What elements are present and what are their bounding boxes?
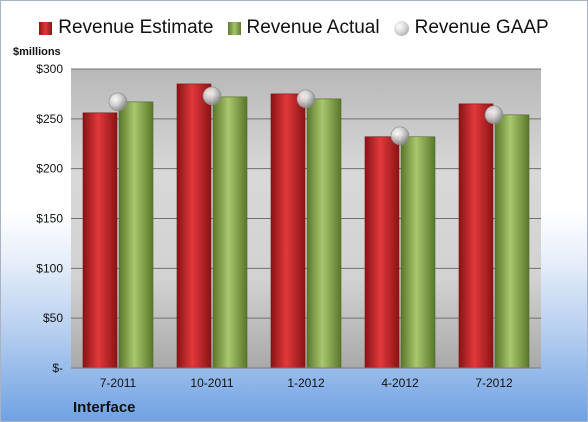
bar-revenue-estimate <box>176 83 212 369</box>
marker-revenue-gaap <box>108 92 128 112</box>
marker-revenue-gaap <box>296 89 316 109</box>
legend: Revenue Estimate Revenue Actual Revenue … <box>1 17 587 39</box>
y-axis-unit-label: $millions <box>13 46 61 58</box>
marker-revenue-gaap <box>202 86 222 106</box>
bar-revenue-estimate <box>270 93 306 369</box>
y-tick-label: $250 <box>36 112 63 126</box>
x-tick-label: 4-2012 <box>381 376 419 390</box>
bar-revenue-estimate <box>364 136 400 369</box>
legend-swatch-actual <box>227 21 241 35</box>
bar-revenue-estimate <box>82 112 118 369</box>
bar-revenue-actual <box>118 101 154 369</box>
legend-swatch-gaap <box>393 20 409 36</box>
x-tick-label: 7-2011 <box>100 376 137 390</box>
legend-swatch-estimate <box>39 21 53 35</box>
y-tick-label: $200 <box>36 162 63 176</box>
legend-item-actual: Revenue Actual <box>227 17 380 39</box>
x-tick-label: 10-2011 <box>190 376 233 390</box>
marker-revenue-gaap <box>390 126 410 146</box>
x-tick-label: 1-2012 <box>287 376 325 390</box>
y-tick-label: $100 <box>36 261 63 275</box>
marker-revenue-gaap <box>484 105 504 125</box>
y-tick-label: $150 <box>36 212 63 226</box>
y-tick-label: $300 <box>36 62 63 76</box>
y-tick-label: $50 <box>43 311 63 325</box>
bar-revenue-actual <box>212 96 248 369</box>
bar-revenue-actual <box>494 114 530 369</box>
x-tick-label: 7-2012 <box>475 376 513 390</box>
company-label: Interface <box>73 399 136 416</box>
axes: $- $50 $100 $150 $200 $250 $300 7-2011 10-2011 1-… <box>36 62 541 390</box>
legend-label-actual: Revenue Actual <box>246 17 380 38</box>
legend-item-estimate: Revenue Estimate <box>39 17 214 39</box>
bars <box>82 83 530 369</box>
legend-label-gaap: Revenue GAAP <box>414 17 549 38</box>
bar-revenue-actual <box>400 136 436 369</box>
legend-item-gaap: Revenue GAAP <box>393 17 549 39</box>
y-tick-label: $- <box>52 361 63 375</box>
bar-revenue-estimate <box>458 103 494 369</box>
bar-revenue-actual <box>306 98 342 369</box>
legend-label-estimate: Revenue Estimate <box>58 17 214 38</box>
gaap-markers <box>108 86 504 146</box>
